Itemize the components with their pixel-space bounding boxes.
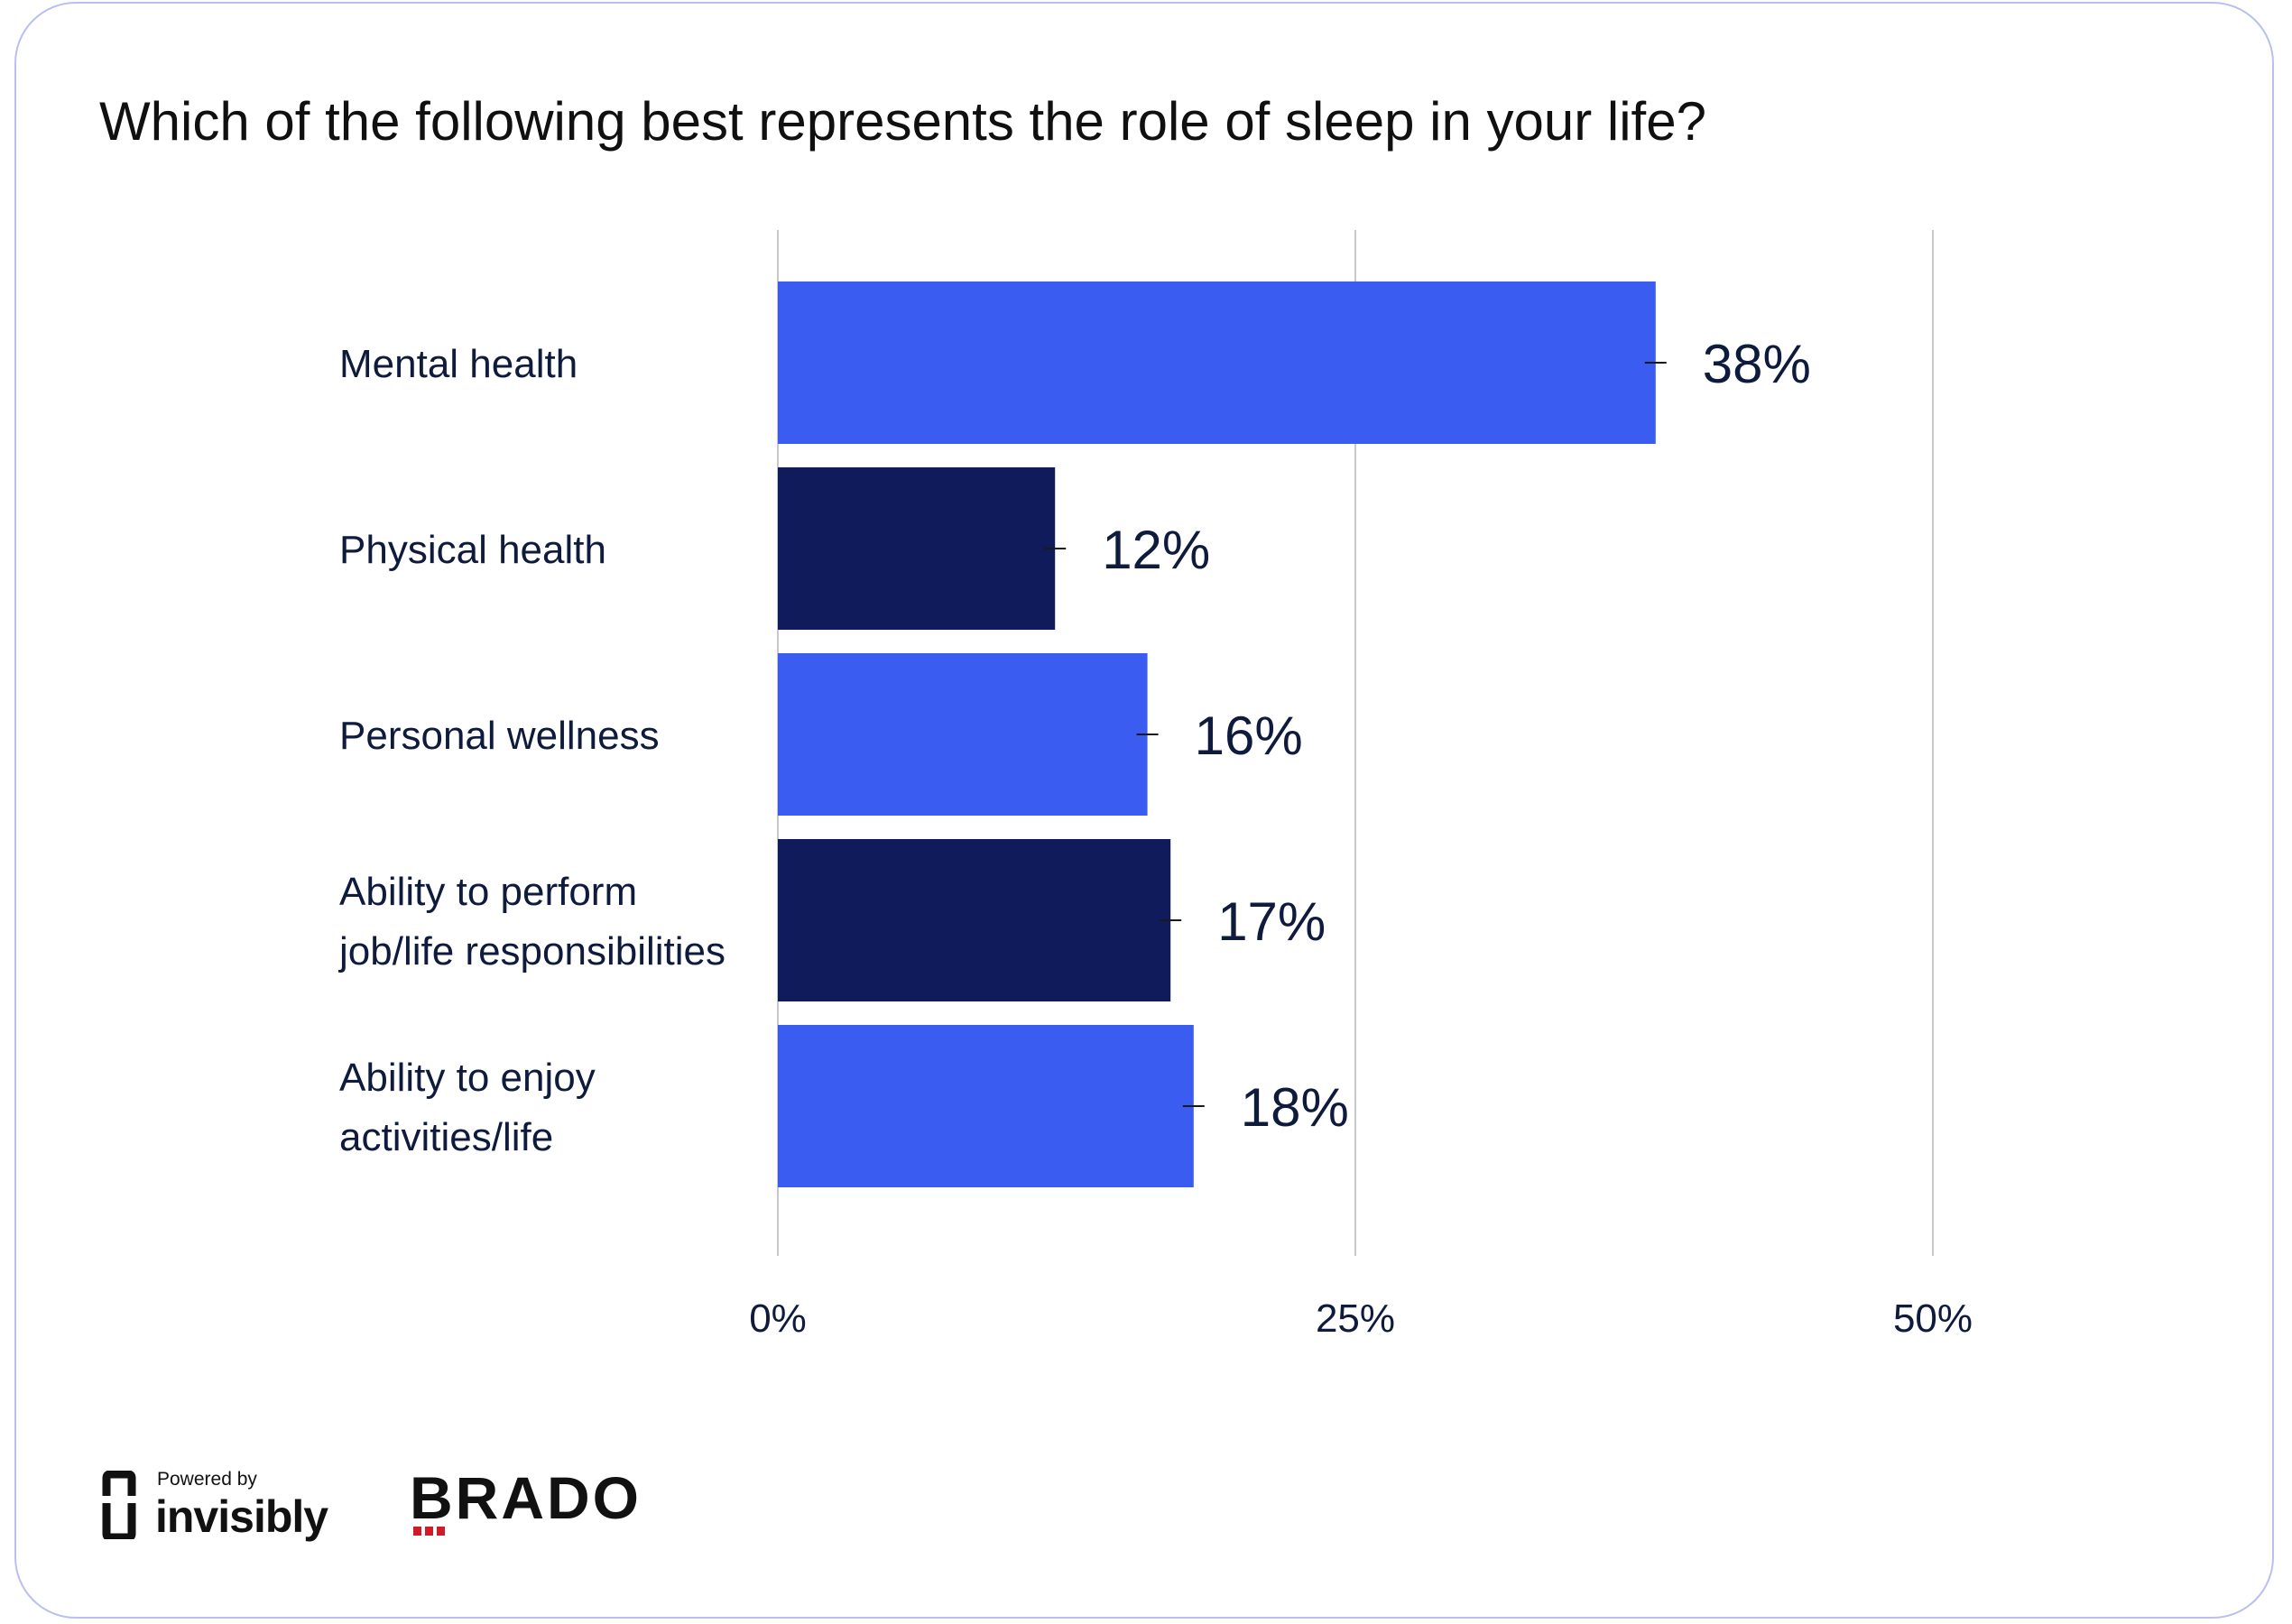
data-label: 16% bbox=[1195, 706, 1303, 766]
brado-dots-icon bbox=[413, 1527, 445, 1536]
data-label: 12% bbox=[1102, 520, 1210, 580]
data-label: 17% bbox=[1217, 891, 1326, 952]
bar-layer bbox=[778, 281, 1667, 1187]
data-label: 18% bbox=[1241, 1077, 1349, 1138]
bar bbox=[778, 1025, 1194, 1187]
bar bbox=[778, 281, 1656, 444]
category-label: Ability to enjoy activities/life bbox=[339, 1056, 596, 1159]
chart-title: Which of the following best represents t… bbox=[99, 91, 1706, 152]
powered-by-label: Powered by bbox=[157, 1469, 257, 1490]
category-label: Personal wellness bbox=[339, 714, 660, 758]
category-label: Mental health bbox=[339, 342, 578, 386]
x-tick-label: 25% bbox=[1316, 1296, 1395, 1341]
bar bbox=[778, 839, 1171, 1001]
brado-wordmark: BRADO bbox=[410, 1464, 642, 1531]
data-label: 38% bbox=[1703, 334, 1811, 394]
invisibly-mark-icon bbox=[102, 1471, 136, 1539]
x-tick-label: 50% bbox=[1893, 1296, 1973, 1341]
label-layer: 0% 25% 50% 38% Mental health 12% Physical heal… bbox=[337, 334, 1973, 1341]
x-tick-label: 0% bbox=[749, 1296, 807, 1341]
category-label: Ability to perform job/life responsibilit… bbox=[337, 870, 725, 973]
bar bbox=[778, 653, 1148, 816]
brado-logo: BRADO bbox=[410, 1462, 662, 1543]
bar bbox=[778, 467, 1056, 630]
invisibly-logo: Powered by invisibly bbox=[101, 1462, 336, 1543]
category-label: Physical health bbox=[339, 528, 606, 572]
invisibly-wordmark: invisibly bbox=[155, 1491, 328, 1542]
